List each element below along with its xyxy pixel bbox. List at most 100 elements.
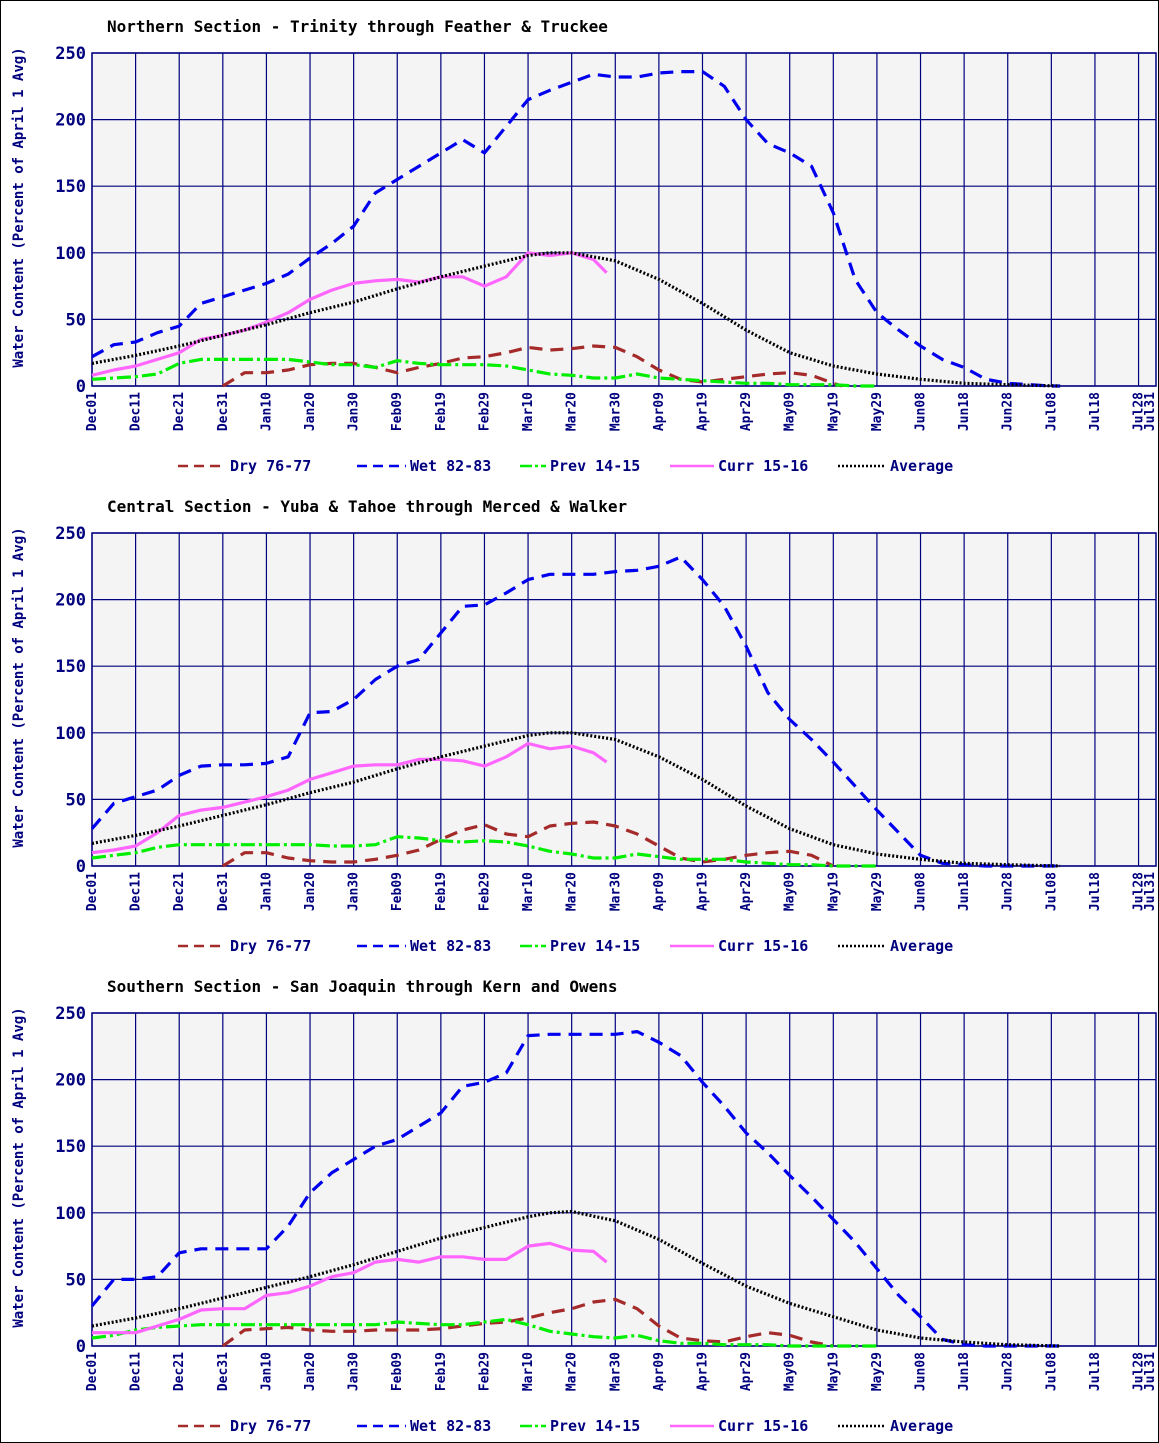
x-tick-label: Jun08 [914, 872, 929, 911]
x-tick-label: May09 [783, 872, 798, 911]
x-tick-label: Jan10 [259, 872, 274, 911]
x-tick-label: Jan20 [303, 1352, 318, 1391]
x-tick-label: Jan10 [259, 392, 274, 431]
x-tick-label: Feb29 [477, 392, 492, 431]
x-tick-label: Jun18 [957, 392, 972, 431]
x-tick-label: Jul18 [1088, 392, 1103, 431]
x-tick-label: Dec11 [129, 392, 144, 431]
y-tick-label: 150 [55, 177, 86, 197]
series-line-dry-76-77 [221, 344, 843, 388]
x-tick-label: May09 [783, 1352, 798, 1391]
x-tick-label: Jun18 [957, 1352, 972, 1391]
x-tick-label: Jan20 [303, 872, 318, 911]
x-tick-label: Jan30 [347, 392, 362, 431]
series-line-curr-15-16 [92, 1241, 608, 1335]
plot-area [91, 532, 1157, 867]
y-tick-label: 50 [66, 790, 86, 810]
legend-label-average: Average [890, 937, 953, 955]
y-tick-label: 0 [76, 857, 86, 877]
legend: Dry 76-77 Wet 82-83 Prev 14-15 Curr 15-16 Av… [178, 457, 953, 475]
x-tick-label: Mar20 [565, 392, 580, 431]
x-tick-label: Apr09 [652, 392, 667, 431]
y-tick-label: 250 [55, 44, 86, 64]
y-axis-label: Water Content (Percent of April 1 Avg) [11, 527, 27, 847]
x-tick-label: Apr09 [652, 1352, 667, 1391]
x-tick-label: Jul28 [1132, 392, 1147, 431]
series-line-wet-82-83 [91, 70, 1061, 388]
x-tick-label: Dec31 [216, 872, 231, 911]
series-line-prev-14-15 [91, 1317, 877, 1348]
x-tick-label: Apr19 [695, 392, 710, 431]
x-tick-label: Dec31 [216, 1352, 231, 1391]
chart-title: Southern Section - San Joaquin through K… [107, 977, 618, 996]
series-line-curr-15-16 [91, 251, 608, 377]
x-tick-label: Dec11 [129, 872, 144, 911]
x-tick-label: Feb19 [434, 872, 449, 911]
x-tick-label: Jul08 [1044, 392, 1059, 431]
legend-label-prev-14-15: Prev 14-15 [550, 937, 640, 955]
y-axis-label: Water Content (Percent of April 1 Avg) [11, 47, 27, 367]
series-line-wet-82-83 [90, 555, 1061, 868]
x-tick-label: May09 [783, 392, 798, 431]
x-tick-label: Jul08 [1044, 1352, 1059, 1391]
y-tick-label: 150 [55, 1137, 86, 1157]
y-tick-label: 200 [55, 111, 86, 131]
y-axis-label: Water Content (Percent of April 1 Avg) [11, 1007, 27, 1327]
x-tick-label: Dec01 [85, 872, 100, 911]
y-tick-label: 50 [66, 1270, 86, 1290]
x-tick-label: Jun28 [1001, 392, 1016, 431]
y-tick-label: 100 [55, 244, 86, 264]
x-tick-label: Dec21 [172, 1352, 187, 1391]
series-line-curr-15-16 [91, 741, 608, 855]
x-tick-label: Mar10 [521, 1352, 536, 1391]
x-tick-label: Jul31 [1143, 392, 1158, 431]
x-tick-label: Jun28 [1001, 1352, 1016, 1391]
legend-label-wet-82-83: Wet 82-83 [410, 937, 491, 955]
x-tick-label: Apr29 [739, 872, 754, 911]
x-tick-label: Jan30 [347, 872, 362, 911]
series-line-prev-14-15 [91, 835, 877, 868]
x-tick-label: Apr19 [695, 872, 710, 911]
x-tick-label: May29 [870, 1352, 885, 1391]
series-line-average [91, 251, 1061, 388]
x-tick-label: Mar20 [565, 1352, 580, 1391]
x-tick-label: Feb29 [477, 872, 492, 911]
x-tick-label: Jan20 [303, 392, 318, 431]
y-tick-label: 0 [76, 1337, 86, 1357]
y-tick-label: 50 [66, 310, 86, 330]
x-tick-label: Feb19 [434, 1352, 449, 1391]
legend-label-prev-14-15: Prev 14-15 [550, 457, 640, 475]
series-line-dry-76-77 [221, 820, 835, 868]
x-tick-label: Dec11 [129, 1352, 144, 1391]
x-tick-label: Dec31 [216, 392, 231, 431]
chart-title: Central Section - Yuba & Tahoe through M… [107, 497, 627, 516]
x-tick-label: Jul18 [1088, 872, 1103, 911]
legend-label-wet-82-83: Wet 82-83 [410, 1417, 491, 1435]
legend-label-curr-15-16: Curr 15-16 [718, 1417, 808, 1435]
y-tick-label: 200 [55, 591, 86, 611]
y-tick-label: 250 [55, 1004, 86, 1024]
x-tick-label: Dec21 [172, 392, 187, 431]
chart-title: Northern Section - Trinity through Feath… [107, 17, 608, 36]
x-tick-label: Mar30 [608, 1352, 623, 1391]
x-tick-label: Jun08 [914, 1352, 929, 1391]
legend: Dry 76-77 Wet 82-83 Prev 14-15 Curr 15-16 Av… [178, 1417, 953, 1435]
x-tick-label: Apr19 [695, 1352, 710, 1391]
y-tick-label: 0 [76, 377, 86, 397]
legend-label-dry-76-77: Dry 76-77 [230, 937, 311, 955]
legend-label-average: Average [890, 1417, 953, 1435]
x-tick-label: Mar10 [521, 392, 536, 431]
legend-label-dry-76-77: Dry 76-77 [230, 457, 311, 475]
x-tick-label: Jul28 [1132, 1352, 1147, 1391]
x-tick-label: Jan30 [347, 1352, 362, 1391]
x-tick-label: Feb09 [390, 872, 405, 911]
x-tick-label: Apr29 [739, 1352, 754, 1391]
x-tick-label: Apr09 [652, 872, 667, 911]
x-tick-label: Mar30 [608, 392, 623, 431]
series-line-prev-14-15 [91, 357, 877, 388]
chart-panel-1: Northern Section - Trinity through Feath… [11, 17, 1158, 475]
x-tick-label: Feb09 [390, 1352, 405, 1391]
x-tick-label: May19 [826, 392, 841, 431]
